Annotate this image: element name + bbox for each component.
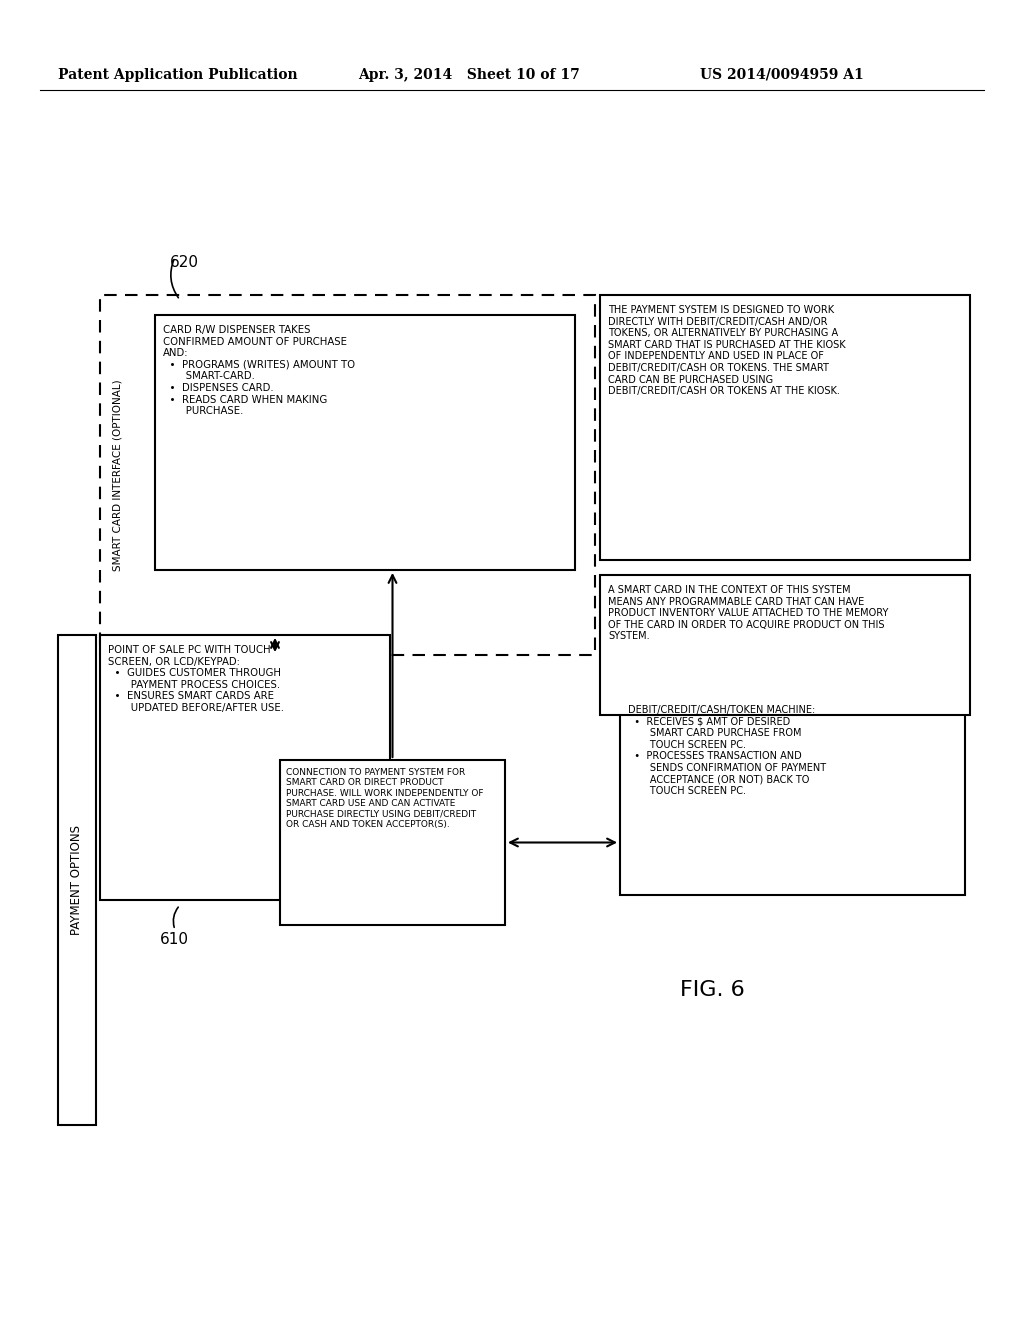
Text: FIG. 6: FIG. 6	[680, 979, 744, 1001]
Text: PAYMENT OPTIONS: PAYMENT OPTIONS	[71, 825, 84, 935]
Bar	[280, 760, 505, 925]
Text: Apr. 3, 2014   Sheet 10 of 17: Apr. 3, 2014 Sheet 10 of 17	[358, 69, 580, 82]
Text: Patent Application Publication: Patent Application Publication	[58, 69, 298, 82]
Bar	[100, 294, 595, 655]
Bar	[100, 635, 390, 900]
Text: CONNECTION TO PAYMENT SYSTEM FOR
SMART CARD OR DIRECT PRODUCT
PURCHASE. WILL WOR: CONNECTION TO PAYMENT SYSTEM FOR SMART C…	[286, 768, 483, 829]
Text: US 2014/0094959 A1: US 2014/0094959 A1	[700, 69, 864, 82]
Text: CARD R/W DISPENSER TAKES
CONFIRMED AMOUNT OF PURCHASE
AND:
  •  PROGRAMS (WRITES: CARD R/W DISPENSER TAKES CONFIRMED AMOUN…	[163, 325, 355, 416]
Bar	[620, 696, 965, 895]
Bar	[58, 635, 96, 1125]
Text: POINT OF SALE PC WITH TOUCH
SCREEN, OR LCD/KEYPAD:
  •  GUIDES CUSTOMER THROUGH
: POINT OF SALE PC WITH TOUCH SCREEN, OR L…	[108, 645, 284, 713]
Bar	[600, 576, 970, 715]
Bar	[155, 315, 575, 570]
Text: THE PAYMENT SYSTEM IS DESIGNED TO WORK
DIRECTLY WITH DEBIT/CREDIT/CASH AND/OR
TO: THE PAYMENT SYSTEM IS DESIGNED TO WORK D…	[608, 305, 846, 396]
Text: A SMART CARD IN THE CONTEXT OF THIS SYSTEM
MEANS ANY PROGRAMMABLE CARD THAT CAN : A SMART CARD IN THE CONTEXT OF THIS SYST…	[608, 585, 889, 642]
Text: DEBIT/CREDIT/CASH/TOKEN MACHINE:
  •  RECEIVES $ AMT OF DESIRED
       SMART CAR: DEBIT/CREDIT/CASH/TOKEN MACHINE: • RECEI…	[628, 705, 826, 796]
Bar	[600, 294, 970, 560]
Text: 620: 620	[170, 255, 199, 271]
Text: 610: 610	[160, 932, 189, 946]
Text: SMART CARD INTERFACE (OPTIONAL): SMART CARD INTERFACE (OPTIONAL)	[113, 379, 123, 570]
